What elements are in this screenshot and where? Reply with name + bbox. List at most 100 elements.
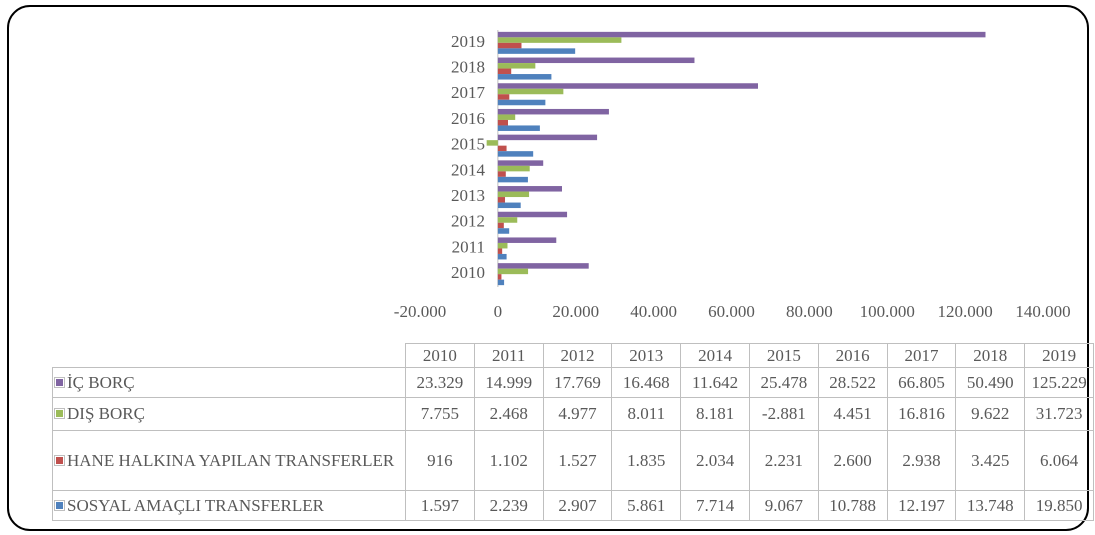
y-tick-label: 2011 <box>452 237 485 256</box>
header-cell: 2012 <box>542 343 613 368</box>
bar <box>497 134 598 141</box>
bar <box>497 171 506 177</box>
legend-cell: İÇ BORÇ <box>52 367 406 398</box>
legend-cell: HANE HALKINA YAPILAN TRANSFERLER <box>52 430 406 491</box>
x-tick-label: 120.000 <box>938 302 993 321</box>
bar <box>497 88 564 95</box>
y-tick-label: 2019 <box>451 32 485 51</box>
value-cell: 31.723 <box>1024 397 1094 431</box>
bar <box>497 145 507 152</box>
value-cell: 5.861 <box>611 490 682 521</box>
bar <box>497 268 529 275</box>
x-tick-label: 20.000 <box>552 302 599 321</box>
value-cell: 7.714 <box>680 490 750 521</box>
y-tick-label: 2014 <box>451 160 486 179</box>
header-cell: 2013 <box>611 343 682 368</box>
y-tick-label: 2013 <box>451 186 485 205</box>
value-cell: 17.769 <box>542 367 613 398</box>
legend-cell: SOSYAL AMAÇLI TRANSFERLER <box>52 490 406 521</box>
bar <box>497 83 758 89</box>
x-tick-label: 40.000 <box>630 302 677 321</box>
bar <box>497 42 522 49</box>
bar <box>497 125 540 131</box>
bar <box>497 57 695 64</box>
value-cell: 19.850 <box>1024 490 1094 521</box>
value-cell: 1.527 <box>542 430 613 491</box>
value-cell: 23.329 <box>405 367 475 398</box>
value-cell: 6.064 <box>1024 430 1094 491</box>
x-tick-label: 60.000 <box>708 302 755 321</box>
legend-label: SOSYAL AMAÇLI TRANSFERLER <box>67 495 324 515</box>
data-row: İÇ BORÇ 23.329 14.999 17.769 16.468 11.642 25.… <box>52 367 1094 398</box>
bar <box>497 160 544 166</box>
y-tick-label: 2015 <box>451 135 485 154</box>
value-cell: 13.748 <box>955 490 1026 521</box>
bar <box>497 202 521 209</box>
data-row: HANE HALKINA YAPILAN TRANSFERLER 916 1.102… <box>52 430 1094 491</box>
value-cell: 66.805 <box>886 367 957 398</box>
value-cell: 50.490 <box>955 367 1026 398</box>
value-cell: 28.522 <box>817 367 888 398</box>
header-cell: 2010 <box>405 343 475 368</box>
bar <box>497 99 546 106</box>
bar <box>497 211 568 218</box>
value-cell: 1.102 <box>473 430 544 491</box>
bar <box>497 119 508 126</box>
legend-label: HANE HALKINA YAPILAN TRANSFERLER <box>67 450 395 470</box>
legend-marker <box>54 376 65 388</box>
value-cell: 4.451 <box>817 397 888 431</box>
bar <box>497 253 507 260</box>
y-tick-label: 2017 <box>451 83 486 102</box>
value-cell: 1.835 <box>611 430 682 491</box>
y-tick-label: 2010 <box>451 263 485 282</box>
bar <box>497 274 502 280</box>
value-cell: 16.816 <box>886 397 957 431</box>
data-row: DIŞ BORÇ 7.755 2.468 4.977 8.011 8.181 -2.881 4… <box>52 397 1094 431</box>
bar <box>497 31 986 38</box>
bar <box>497 165 530 172</box>
value-cell: 10.788 <box>817 490 888 521</box>
header-cell: 2016 <box>817 343 888 368</box>
legend-label: DIŞ BORÇ <box>67 404 145 423</box>
bar <box>497 263 589 269</box>
header-cell: 2015 <box>748 343 819 368</box>
header-row: 2010 2011 2012 2013 2014 2015 2016 2017 2018 2019 <box>53 343 1094 368</box>
value-cell: 11.642 <box>680 367 750 398</box>
value-cell: 9.622 <box>955 397 1026 431</box>
bar <box>486 140 498 146</box>
value-cell: 2.907 <box>542 490 613 521</box>
value-cell: 3.425 <box>955 430 1026 491</box>
value-cell: 14.999 <box>473 367 544 398</box>
bar <box>497 94 510 100</box>
value-cell: 25.478 <box>748 367 819 398</box>
bar <box>497 37 622 43</box>
header-cell: 2019 <box>1024 343 1094 368</box>
value-cell: 2.600 <box>817 430 888 491</box>
bar <box>497 63 536 69</box>
header-cell: 2014 <box>680 343 750 368</box>
legend-label: İÇ BORÇ <box>67 372 135 392</box>
value-cell: 7.755 <box>405 397 475 431</box>
value-cell: 2.468 <box>473 397 544 431</box>
legend-cell: DIŞ BORÇ <box>52 397 406 431</box>
x-tick-label: 140.000 <box>1015 302 1070 321</box>
value-cell: 16.468 <box>611 367 682 398</box>
x-tick-label: 80.000 <box>786 302 833 321</box>
header-cell: 2018 <box>955 343 1026 368</box>
value-cell: 8.011 <box>611 397 682 431</box>
frame <box>7 5 1089 531</box>
bar <box>497 108 609 115</box>
value-cell: 8.181 <box>680 397 750 431</box>
y-tick-label: 2016 <box>451 109 485 128</box>
header-cell: 2017 <box>886 343 957 368</box>
value-cell: 9.067 <box>748 490 819 521</box>
y-tick-label: 2012 <box>451 212 485 231</box>
x-tick-label: 0 <box>494 302 503 321</box>
bar <box>497 248 503 254</box>
legend-marker <box>54 454 65 466</box>
y-tick-label: 2018 <box>451 57 485 76</box>
bar <box>497 191 530 198</box>
x-tick-label: 100.000 <box>860 302 915 321</box>
data-table: 2010 2011 2012 2013 2014 2015 2016 2017 2018 2019… <box>52 343 1094 521</box>
